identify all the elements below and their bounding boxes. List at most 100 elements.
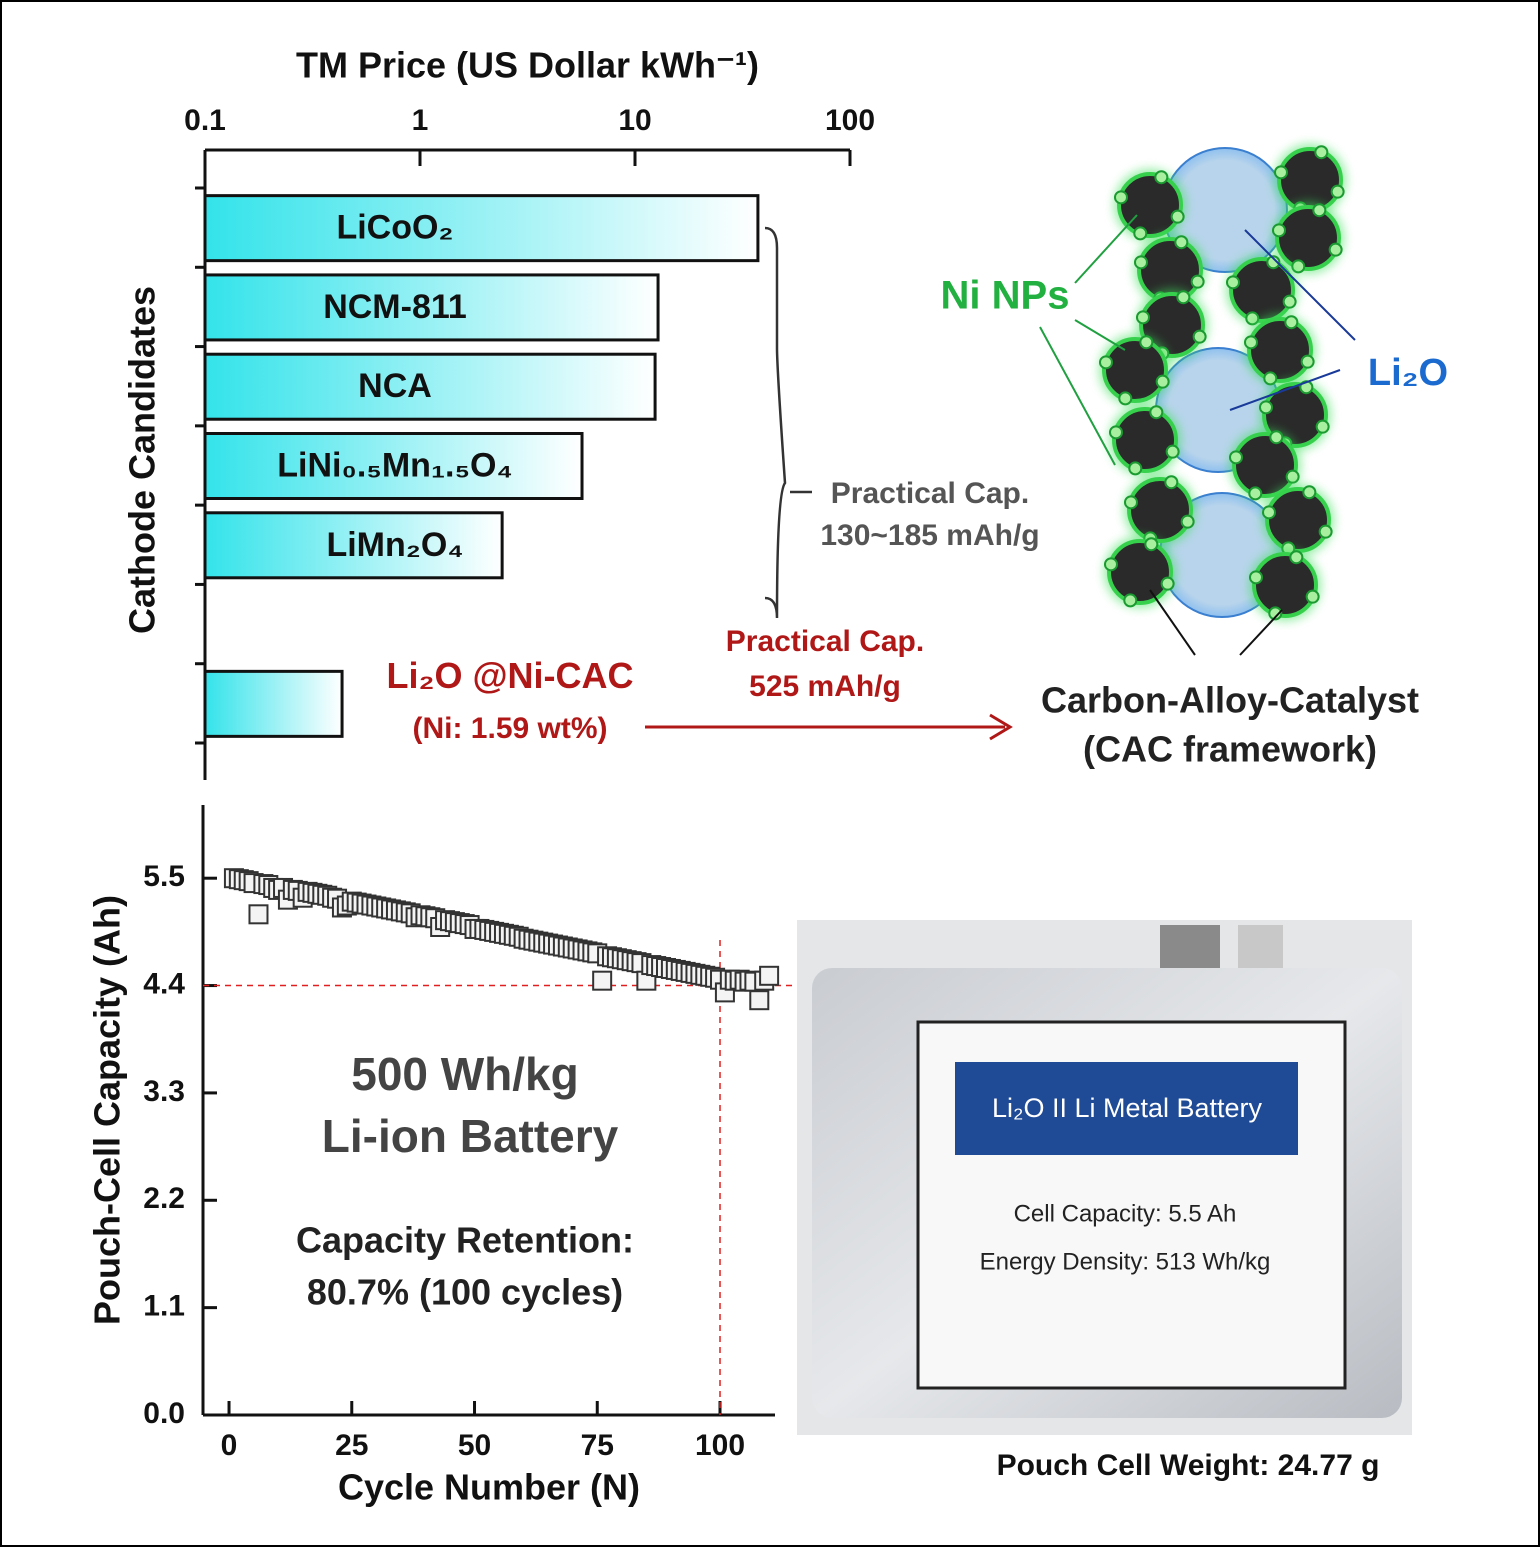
- carbon-particle: [1252, 552, 1318, 618]
- ni-np: [1108, 425, 1123, 440]
- leader-line: [1149, 589, 1196, 656]
- annotation: Practical Cap.: [726, 625, 924, 658]
- ni-np: [1118, 391, 1133, 406]
- ni-np: [1282, 294, 1297, 309]
- x-tick-label: 100: [695, 1429, 745, 1462]
- ni-np: [1305, 589, 1320, 604]
- x-tick-label: 25: [335, 1429, 368, 1462]
- label-text: Energy Density: 513 Wh/kg: [980, 1248, 1271, 1275]
- carbon-particle: [1112, 407, 1178, 473]
- ni-np: [1258, 400, 1273, 415]
- bar: [203, 194, 760, 263]
- ni-np: [1192, 329, 1207, 344]
- x-tick-label: 0: [221, 1429, 238, 1462]
- annotation: Practical Cap.: [831, 477, 1029, 510]
- ni-np: [1113, 190, 1128, 205]
- category-label: LiCoO₂: [336, 209, 453, 247]
- annotation: 525 mAh/g: [749, 670, 901, 703]
- marker: [759, 965, 780, 986]
- y-axis-title: Cathode Candidates: [122, 286, 163, 634]
- bar: [203, 432, 584, 500]
- ni-np: [1289, 550, 1304, 565]
- y-tick-label: 3.3: [143, 1075, 185, 1108]
- ni-np: [1164, 475, 1179, 490]
- ni-np: [1160, 576, 1175, 591]
- ni-np: [1318, 524, 1333, 539]
- ni-np: [1133, 226, 1148, 241]
- ni-np: [1330, 184, 1345, 199]
- category-label: NCA: [358, 367, 432, 405]
- ni-np: [1228, 450, 1243, 465]
- pouch-photo: Li₂O II Li Metal Battery Cell Capacity: …: [797, 920, 1412, 1435]
- annotation: 80.7% (100 cycles): [307, 1272, 623, 1313]
- ni-np: [1269, 430, 1284, 445]
- y-axis-title: Pouch-Cell Capacity (Ah): [87, 895, 128, 1325]
- ni-np: [1098, 355, 1113, 370]
- ni-np: [1133, 255, 1148, 270]
- bar: [203, 669, 344, 738]
- carbon-particle: [1275, 205, 1341, 271]
- y-tick-label: 5.5: [143, 860, 185, 893]
- ni-np: [1149, 405, 1164, 420]
- diagram-label: Li₂O: [1368, 352, 1448, 394]
- ni-np: [1243, 335, 1258, 350]
- leader-line: [1074, 319, 1126, 351]
- ni-np: [1144, 537, 1159, 552]
- ni-np: [1165, 444, 1180, 459]
- x-tick-label: 100: [825, 104, 875, 137]
- tab: [1238, 925, 1283, 970]
- label-banner: [955, 1062, 1298, 1155]
- category-label: LiMn₂O₄: [326, 526, 463, 564]
- annotation: (Ni: 1.59 wt%): [412, 712, 607, 745]
- x-tick-label: 0.1: [184, 104, 226, 137]
- ni-np: [1225, 275, 1240, 290]
- ni-np: [1315, 419, 1330, 434]
- ni-np: [1291, 259, 1306, 274]
- annotation: 130~185 mAh/g: [820, 519, 1039, 552]
- ni-np: [1155, 374, 1170, 389]
- ni-np: [1266, 255, 1281, 270]
- photo-caption: Pouch Cell Weight: 24.77 g: [997, 1449, 1380, 1482]
- category-label: NCM-811: [323, 288, 467, 326]
- carbon-particle: [1107, 539, 1173, 605]
- ni-np: [1135, 310, 1150, 325]
- ni-np: [1139, 335, 1154, 350]
- diagram-label: (CAC framework): [1083, 729, 1377, 770]
- category-label: Li₂O @Ni-CAC: [386, 655, 633, 696]
- y-tick-label: 4.4: [143, 967, 185, 1000]
- ni-np: [1261, 505, 1276, 520]
- carbon-particle: [1139, 292, 1205, 358]
- diagram: [1098, 144, 1346, 621]
- ni-np: [1273, 165, 1288, 180]
- x-tick-label: 1: [412, 104, 429, 137]
- y-tick-label: 2.2: [143, 1182, 185, 1215]
- x-tick-label: 10: [618, 104, 651, 137]
- label-text: Cell Capacity: 5.5 Ah: [1014, 1200, 1237, 1227]
- y-tick-label: 0.0: [143, 1397, 185, 1430]
- diagram-label: Carbon-Alloy-Catalyst: [1041, 680, 1419, 721]
- x-tick-label: 75: [581, 1429, 614, 1462]
- bracket: [764, 226, 787, 619]
- ni-np: [1312, 203, 1327, 218]
- marker: [248, 904, 269, 925]
- x-axis-title: TM Price (US Dollar kWh⁻¹): [296, 45, 759, 86]
- ni-np: [1180, 514, 1195, 529]
- ni-np: [1328, 242, 1343, 257]
- ni-np: [1123, 593, 1138, 608]
- arrow-head: [989, 713, 1013, 741]
- annotation: Li-ion Battery: [322, 1110, 619, 1162]
- carbon-particle: [1127, 477, 1193, 543]
- ni-np: [1285, 469, 1300, 484]
- ni-np: [1314, 145, 1329, 160]
- leader-line: [1039, 326, 1116, 466]
- ni-np: [1128, 461, 1143, 476]
- ni-np: [1263, 371, 1278, 386]
- carbon-particle: [1247, 317, 1313, 383]
- x-axis-title: Cycle Number (N): [338, 1467, 640, 1508]
- ni-np: [1300, 354, 1315, 369]
- category-label: LiNi₀.₅Mn₁.₅O₄: [277, 446, 512, 484]
- ni-np: [1271, 223, 1286, 238]
